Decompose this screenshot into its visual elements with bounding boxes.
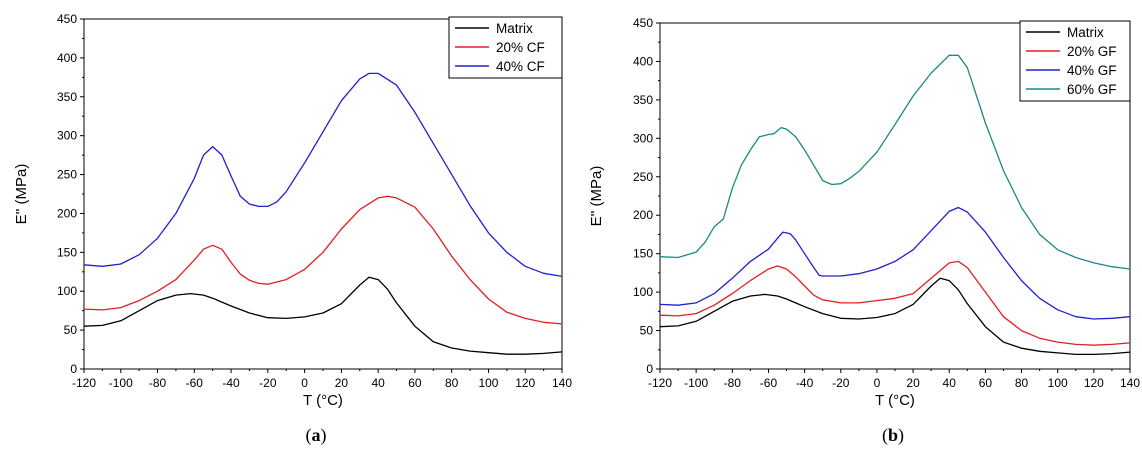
y-tick-label: 100 <box>57 284 77 298</box>
x-tick-label: 60 <box>979 376 993 390</box>
y-tick-label: 200 <box>57 206 77 220</box>
x-tick-label: -100 <box>109 376 133 390</box>
legend-label-60pct-gf: 60% GF <box>1067 82 1117 97</box>
y-tick-label: 400 <box>633 54 653 68</box>
y-tick-label: 50 <box>64 323 78 337</box>
x-tick-label: 20 <box>906 376 920 390</box>
series-line-20pct-cf <box>83 195 563 325</box>
x-tick-label: 140 <box>552 376 572 390</box>
legend-label-40pct-gf: 40% GF <box>1067 63 1117 78</box>
series-line-60pct-gf <box>659 54 1131 270</box>
series-line-matrix <box>659 277 1131 356</box>
y-tick-label: 0 <box>646 362 653 376</box>
legend-box <box>1019 20 1131 102</box>
y-tick-label: 350 <box>57 90 77 104</box>
y-tick-label: 300 <box>633 131 653 145</box>
x-tick-label: -60 <box>760 376 778 390</box>
x-axis-title: T (°C) <box>875 392 915 409</box>
series-line-40pct-gf <box>659 206 1131 320</box>
legend-label-matrix: Matrix <box>1067 25 1104 40</box>
x-tick-label: 100 <box>1048 376 1068 390</box>
chart-panel-b: -120 -100 -80 -60 -40 -20 0 20 40 60 80 100 120 140 0 5… <box>588 16 1140 409</box>
y-axis-title: E'' (MPa) <box>13 164 30 225</box>
x-tick-label: 80 <box>445 376 459 390</box>
legend-label-20pct-gf: 20% GF <box>1067 44 1117 59</box>
x-tick-label: 120 <box>515 376 535 390</box>
x-tick-label: -120 <box>648 376 672 390</box>
x-tick-label: 140 <box>1120 376 1140 390</box>
x-tick-label: 60 <box>408 376 422 390</box>
x-tick-label: 100 <box>478 376 498 390</box>
x-tick-label: -20 <box>259 376 277 390</box>
chart-panel-a: -120 -100 -80 -60 -40 -20 0 20 40 60 80 100 120 140 0 5… <box>13 12 572 409</box>
y-axis-title: E'' (MPa) <box>588 166 605 227</box>
y-tick-label: 250 <box>57 168 77 182</box>
x-tick-label: 40 <box>943 376 957 390</box>
x-tick-label: -60 <box>186 376 204 390</box>
x-tick-label: -20 <box>832 376 850 390</box>
legend-label-matrix: Matrix <box>496 21 533 36</box>
y-tick-label: 400 <box>57 51 77 65</box>
legend-label-20pct-cf: 20% CF <box>496 40 545 55</box>
series-line-matrix <box>83 276 563 355</box>
y-tick-label: 250 <box>633 170 653 184</box>
y-tick-label: 200 <box>633 208 653 222</box>
x-tick-label: -100 <box>684 376 708 390</box>
x-tick-label: 20 <box>335 376 349 390</box>
panel-label-a: (a) <box>306 425 327 446</box>
y-tick-label: 50 <box>640 324 654 338</box>
x-tick-label: 80 <box>1015 376 1029 390</box>
x-tick-label: -40 <box>222 376 240 390</box>
x-tick-label: 0 <box>874 376 881 390</box>
x-axis-title: T (°C) <box>303 392 343 409</box>
x-tick-label: -120 <box>72 376 96 390</box>
y-tick-label: 450 <box>633 16 653 30</box>
series-line-20pct-gf <box>659 260 1131 346</box>
y-tick-label: 150 <box>633 247 653 261</box>
series-line-40pct-cf <box>83 72 563 278</box>
x-tick-label: -80 <box>724 376 742 390</box>
y-tick-label: 0 <box>70 362 77 376</box>
y-tick-label: 450 <box>57 12 77 26</box>
y-tick-label: 150 <box>57 245 77 259</box>
y-tick-label: 350 <box>633 93 653 107</box>
x-tick-label: 40 <box>371 376 385 390</box>
y-tick-label: 100 <box>633 285 653 299</box>
x-tick-label: -80 <box>149 376 167 390</box>
panel-label-b: (b) <box>882 425 904 446</box>
x-tick-label: 0 <box>301 376 308 390</box>
legend-label-40pct-cf: 40% CF <box>496 59 545 74</box>
x-tick-label: -40 <box>796 376 814 390</box>
x-tick-label: 120 <box>1084 376 1104 390</box>
y-tick-label: 300 <box>57 129 77 143</box>
